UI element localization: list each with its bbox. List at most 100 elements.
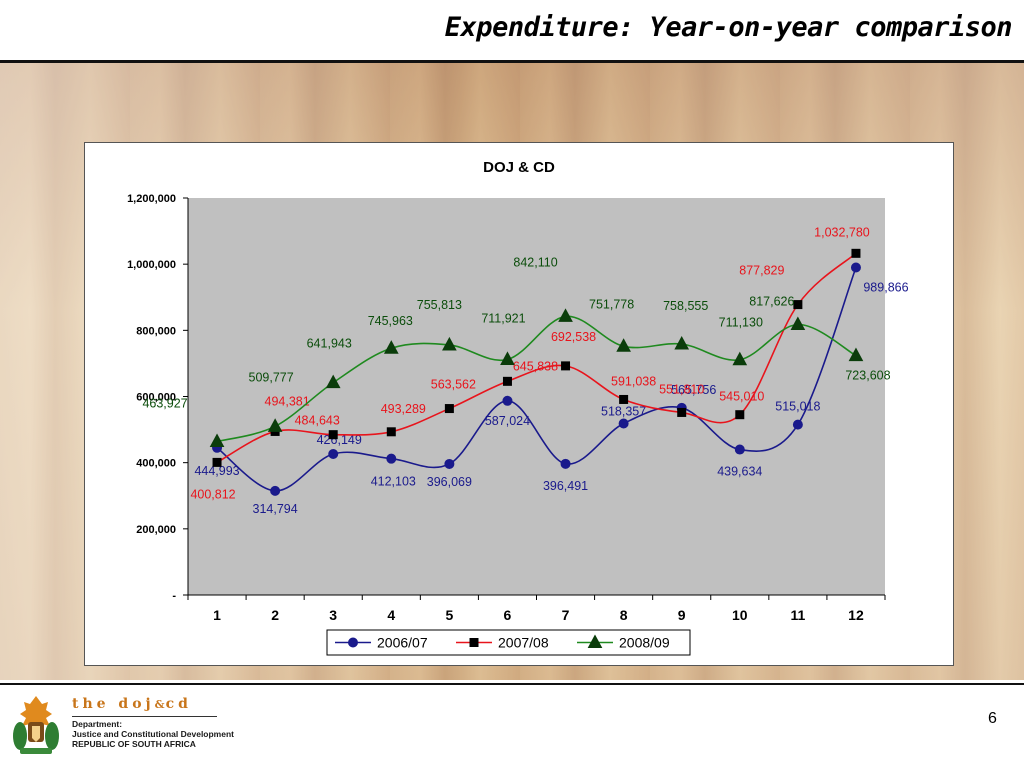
title-bar: Expenditure: Year-on-year comparison xyxy=(0,0,1024,60)
data-point-2007-08 xyxy=(444,404,454,414)
data-label-2008-09: 723,608 xyxy=(845,369,890,383)
data-label-2007-08: 645,838 xyxy=(513,359,558,373)
data-point-2006-07 xyxy=(328,449,339,460)
dept-line-1: Department: xyxy=(72,719,123,729)
data-point-2008-09 xyxy=(383,340,399,354)
legend-marker-2006-07 xyxy=(348,637,358,648)
data-point-2006-07 xyxy=(560,458,571,469)
data-label-2007-08: 591,038 xyxy=(611,374,656,388)
line-chart: DOJ & CD - 200,000 400,000 600,000 800,000 1,0… xyxy=(127,159,909,656)
coat-of-arms-icon xyxy=(13,696,59,754)
data-label-2006-07: 444,993 xyxy=(194,464,239,478)
data-label-2006-07: 515,018 xyxy=(775,400,820,414)
data-point-2006-07 xyxy=(734,444,745,455)
x-tick-label: 9 xyxy=(678,607,686,623)
data-label-2007-08: 877,829 xyxy=(739,264,784,278)
brand-rule xyxy=(72,716,217,717)
x-tick-label: 5 xyxy=(445,607,453,623)
y-tick-label: 600,000 xyxy=(136,392,176,404)
data-point-2008-09 xyxy=(209,433,225,448)
data-point-2008-09 xyxy=(442,336,457,351)
data-label-2007-08: 400,812 xyxy=(190,487,235,501)
brand-part-2: & xyxy=(154,698,166,711)
chart-frame: DOJ & CD - 200,000 400,000 600,000 800,000 1,0… xyxy=(84,142,954,666)
data-point-2006-07 xyxy=(386,453,397,464)
data-label-2006-07: 989,866 xyxy=(863,281,908,295)
x-tick-label: 10 xyxy=(732,607,748,623)
y-tick-label: 800,000 xyxy=(136,325,176,337)
x-tick-label: 4 xyxy=(387,607,395,623)
data-label-2006-07: 396,491 xyxy=(543,479,588,493)
department-block: Department: Justice and Constitutional D… xyxy=(72,719,234,749)
data-point-2008-09 xyxy=(500,351,515,365)
data-label-2008-09: 463,927 xyxy=(142,397,187,411)
data-label-2008-09: 711,921 xyxy=(481,311,525,325)
x-tick-label: 3 xyxy=(329,607,337,623)
data-point-2006-07 xyxy=(444,458,455,469)
data-label-2008-09: 745,963 xyxy=(368,314,413,328)
data-point-2007-08 xyxy=(328,430,338,440)
data-label-2006-07: 314,794 xyxy=(253,502,298,516)
data-label-2007-08: 1,032,780 xyxy=(814,225,870,239)
brand-part-1: the doj xyxy=(72,696,155,712)
title-rule xyxy=(0,60,1024,63)
data-point-2007-08 xyxy=(793,300,803,310)
legend-box xyxy=(326,629,691,656)
data-label-2007-08: 551,810 xyxy=(659,382,704,396)
data-point-2007-08 xyxy=(735,410,745,420)
data-label-2008-09: 641,943 xyxy=(307,337,352,351)
data-point-2006-07 xyxy=(270,485,281,496)
data-point-2007-08 xyxy=(619,394,629,404)
data-label-2007-08: 484,643 xyxy=(295,414,340,428)
dept-line-2: Justice and Constitutional Development xyxy=(72,729,234,739)
data-label-2006-07: 426,149 xyxy=(317,433,362,447)
data-point-2008-09 xyxy=(325,374,341,389)
footer-rule xyxy=(0,683,1024,685)
data-label-2006-07: 439,634 xyxy=(717,465,762,479)
y-tick-label: 200,000 xyxy=(136,524,176,536)
data-label-2008-09: 817,626 xyxy=(749,295,794,309)
data-point-2007-08 xyxy=(502,376,512,386)
y-tick-label: 1,000,000 xyxy=(127,259,176,271)
data-point-2006-07 xyxy=(850,262,861,273)
data-label-2008-09: 509,777 xyxy=(249,370,294,384)
data-point-2006-07 xyxy=(618,418,629,429)
brand-part-3: cd xyxy=(165,696,192,712)
data-label-2008-09: 842,110 xyxy=(513,255,557,269)
data-label-2008-09: 751,778 xyxy=(589,297,634,311)
legend-marker-2008-09 xyxy=(587,634,603,648)
x-tick-label: 6 xyxy=(504,607,512,623)
footer xyxy=(0,685,1024,768)
data-label-2008-09: 755,813 xyxy=(417,298,462,312)
y-tick-label: 400,000 xyxy=(136,458,176,470)
x-tick-label: 1 xyxy=(213,607,221,623)
x-tick-label: 11 xyxy=(790,607,805,623)
slide-title: Expenditure: Year-on-year comparison xyxy=(444,12,1013,43)
data-point-2006-07 xyxy=(502,395,513,406)
plot-area xyxy=(188,198,885,595)
data-point-2008-09 xyxy=(558,308,573,322)
data-label-2008-09: 758,555 xyxy=(663,299,708,313)
data-label-2008-09: 711,130 xyxy=(719,316,763,330)
data-point-2007-08 xyxy=(851,248,861,258)
data-point-2008-09 xyxy=(732,351,748,366)
legend-label-2008-09: 2008/09 xyxy=(619,635,670,651)
data-label-2007-08: 563,562 xyxy=(431,378,476,392)
data-label-2006-07: 587,024 xyxy=(485,414,530,428)
legend-marker-2007-08 xyxy=(469,638,479,647)
data-label-2007-08: 692,538 xyxy=(551,330,596,344)
legend-label-2006-07: 2006/07 xyxy=(377,635,428,651)
chart-title: DOJ & CD xyxy=(483,159,555,176)
data-label-2006-07: 412,103 xyxy=(371,475,416,489)
data-point-2007-08 xyxy=(677,407,687,417)
data-label-2006-07: 396,069 xyxy=(427,475,472,489)
data-point-2008-09 xyxy=(790,316,806,331)
data-point-2008-09 xyxy=(616,338,631,352)
data-point-2006-07 xyxy=(792,419,803,430)
data-label-2007-08: 494,381 xyxy=(265,394,310,408)
data-label-2006-07: 518,357 xyxy=(601,405,646,419)
dept-line-3: REPUBLIC OF SOUTH AFRICA xyxy=(72,739,196,749)
page-number: 6 xyxy=(988,710,997,727)
data-point-2007-08 xyxy=(561,361,571,371)
x-tick-label: 2 xyxy=(271,607,279,623)
